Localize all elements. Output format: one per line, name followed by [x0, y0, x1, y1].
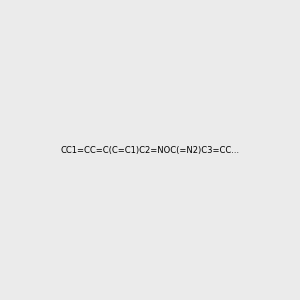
Text: CC1=CC=C(C=C1)C2=NOC(=N2)C3=CC...: CC1=CC=C(C=C1)C2=NOC(=N2)C3=CC...	[60, 146, 240, 154]
